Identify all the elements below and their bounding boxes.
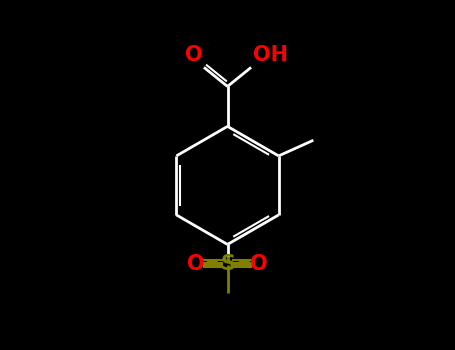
Text: O: O <box>185 44 202 65</box>
Text: =: = <box>237 253 249 274</box>
Text: OH: OH <box>253 44 288 65</box>
Text: =: = <box>206 253 218 274</box>
Text: O: O <box>187 253 205 274</box>
Text: O: O <box>250 253 268 274</box>
Text: S: S <box>220 253 235 274</box>
